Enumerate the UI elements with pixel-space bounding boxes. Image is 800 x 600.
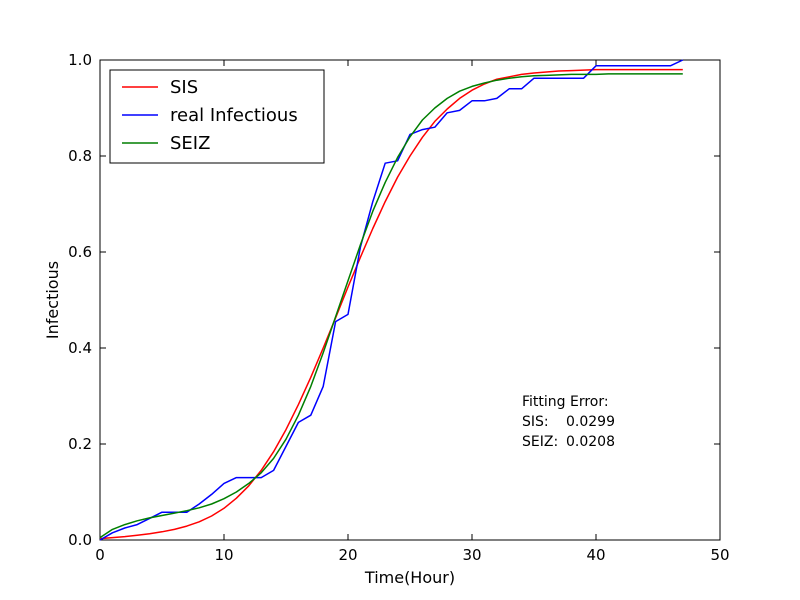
y-axis-label: Infectious (43, 261, 62, 339)
x-tick-label: 30 (462, 546, 481, 564)
y-tick-label: 0.2 (68, 435, 92, 453)
legend-label-sis: SIS (170, 77, 198, 98)
series-line-sis (99, 68, 683, 540)
x-tick-label: 10 (214, 546, 233, 564)
y-tick-label: 0.0 (68, 531, 92, 549)
y-tick-label: 0.6 (68, 243, 92, 261)
annotation-sis-value: 0.0299 (566, 414, 615, 430)
y-tick-label: 0.8 (68, 147, 92, 165)
legend-box (109, 69, 325, 164)
annotation-title: Fitting Error: (522, 394, 609, 410)
series-layer (99, 59, 684, 541)
series-line-real-infectious (99, 59, 684, 541)
axis-ticks: 0 10 20 30 40 50 0.0 0.2 0.4 0.6 0.8 1.0 (68, 51, 729, 564)
annotation-seiz-value: 0.0208 (566, 434, 615, 450)
legend: SIS real Infectious SEIZ (109, 69, 325, 164)
series-line-seiz (99, 73, 683, 539)
x-tick-label: 0 (95, 546, 105, 564)
y-tick-label: 0.4 (68, 339, 92, 357)
y-tick-label: 1.0 (68, 51, 92, 69)
x-tick-label: 50 (710, 546, 729, 564)
legend-label-real-infectious: real Infectious (170, 105, 298, 126)
fitting-error-annotation: Fitting Error: SIS: 0.0299 SEIZ: 0.0208 (522, 394, 615, 450)
annotation-sis-label: SIS: (522, 414, 549, 430)
annotation-seiz-label: SEIZ: (522, 434, 558, 450)
x-axis-label: Time(Hour) (364, 568, 455, 587)
x-tick-label: 20 (338, 546, 357, 564)
legend-label-seiz: SEIZ (170, 133, 210, 154)
x-tick-label: 40 (586, 546, 605, 564)
